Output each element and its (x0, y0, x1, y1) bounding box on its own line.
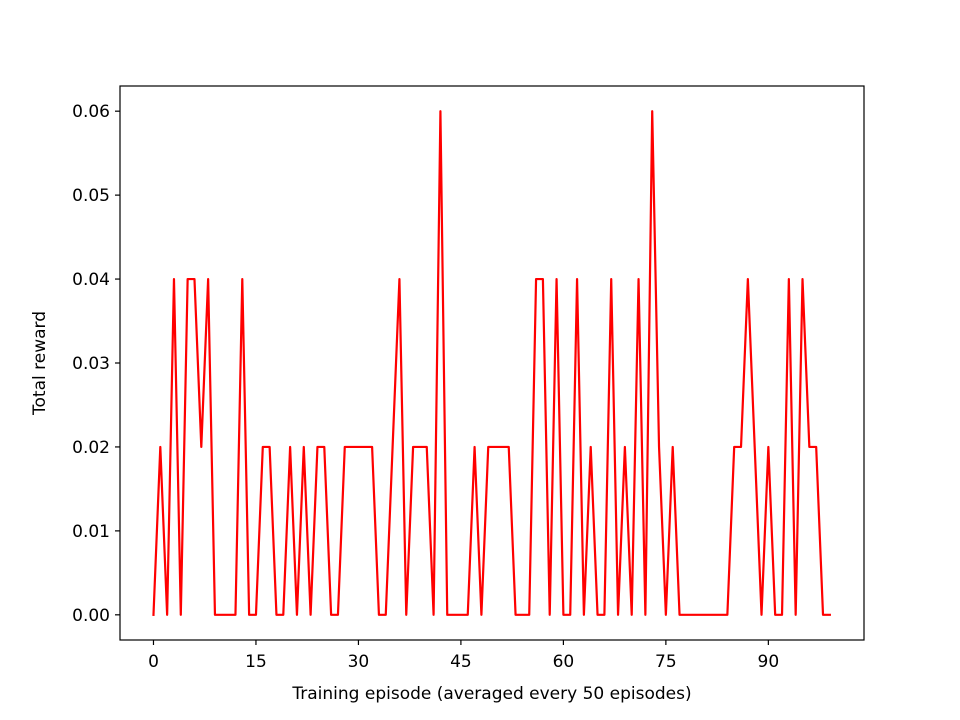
x-tick-label: 60 (553, 652, 575, 672)
y-tick-label: 0.06 (72, 102, 110, 122)
x-tick-label: 15 (245, 652, 267, 672)
y-tick-label: 0.02 (72, 438, 110, 458)
x-tick-label: 0 (148, 652, 159, 672)
y-tick-label: 0.00 (72, 606, 110, 626)
x-tick-label: 90 (758, 652, 780, 672)
x-axis: 0 15 30 45 60 75 90 (148, 640, 779, 672)
y-tick-label: 0.01 (72, 522, 110, 542)
x-axis-label: Training episode (averaged every 50 epis… (291, 684, 691, 704)
series-line-1 (152, 110, 831, 616)
y-axis: 0.00 0.01 0.02 0.03 0.04 0.05 0.06 (72, 102, 120, 626)
series-layer (152, 110, 831, 616)
y-axis-label: Total reward (30, 311, 50, 416)
x-tick-label: 75 (655, 652, 677, 672)
x-tick-label: 45 (450, 652, 472, 672)
y-tick-label: 0.04 (72, 270, 110, 290)
y-tick-label: 0.03 (72, 354, 110, 374)
y-tick-label: 0.05 (72, 186, 110, 206)
x-tick-label: 30 (348, 652, 370, 672)
